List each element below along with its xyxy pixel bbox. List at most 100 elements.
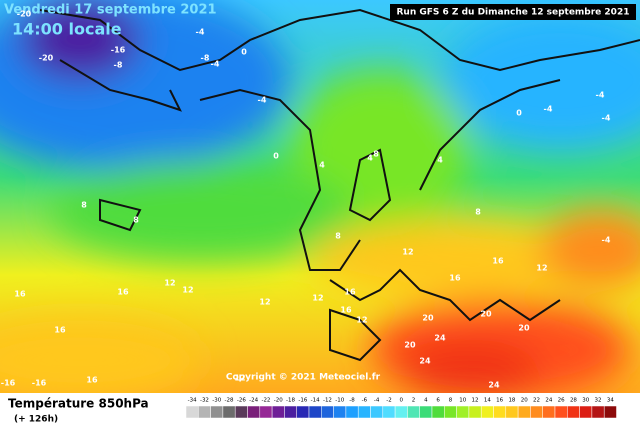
- scale-label: 16: [496, 398, 503, 404]
- contour-label: 4: [437, 156, 443, 165]
- scale-label: -10: [335, 398, 344, 404]
- contour-label: 0: [241, 48, 247, 57]
- scale-swatch: [394, 405, 408, 419]
- scale-label: 30: [582, 398, 589, 404]
- scale-label: 12: [472, 398, 479, 404]
- contour-label: -16: [32, 379, 47, 388]
- scale-label: 6: [436, 398, 440, 404]
- scale-label: -28: [225, 398, 234, 404]
- contour-label: 0: [273, 152, 279, 161]
- scale-swatch: [198, 405, 211, 419]
- contour-label: 12: [402, 248, 413, 257]
- contour-label: -16: [1, 379, 16, 388]
- contour-label: 8: [373, 150, 379, 159]
- run-info: Run GFS 6 Z du Dimanche 12 septembre 202…: [397, 8, 630, 18]
- contour-label: 24: [419, 357, 431, 366]
- contour-label: 12: [234, 374, 245, 383]
- copyright: Copyright © 2021 Meteociel.fr: [226, 373, 381, 383]
- contour-label: 12: [356, 316, 367, 325]
- scale-swatch: [493, 405, 507, 419]
- contour-label: -16: [111, 46, 126, 55]
- contour-label: 16: [117, 288, 129, 297]
- scale-swatch: [603, 405, 617, 419]
- map-field: [0, 0, 640, 400]
- scale-label: -26: [237, 398, 246, 404]
- scale-swatch: [419, 405, 433, 419]
- contour-label: 4: [367, 154, 373, 163]
- scale-swatch: [357, 405, 371, 419]
- contour-label: 12: [164, 279, 175, 288]
- contour-label: 12: [536, 264, 547, 273]
- date: Vendredi 17 septembre 2021: [4, 3, 217, 18]
- contour-label: -4: [544, 105, 553, 114]
- scale-swatch: [284, 405, 297, 419]
- scale-swatch: [530, 405, 543, 419]
- scale-label: 18: [508, 398, 515, 404]
- scale-label: -22: [261, 398, 270, 404]
- contour-label: 16: [344, 288, 356, 297]
- scale-swatch: [431, 405, 445, 419]
- scale-swatch: [234, 405, 248, 419]
- scale-label: 4: [424, 398, 428, 404]
- contour-label: 16: [340, 306, 352, 315]
- scale-label: 8: [449, 398, 453, 404]
- scale-swatch: [247, 405, 261, 419]
- scale-label: -30: [212, 398, 221, 404]
- scale-label: 22: [533, 398, 540, 404]
- scale-swatch: [382, 405, 396, 419]
- scale-label: -14: [311, 398, 320, 404]
- scale-label: 10: [459, 398, 466, 404]
- contour-label: 20: [480, 310, 492, 319]
- scale-swatch: [259, 405, 273, 419]
- scale-swatch: [210, 405, 224, 419]
- scale-label: 28: [570, 398, 577, 404]
- contour-label: -4: [602, 236, 611, 245]
- scale-swatch: [567, 405, 580, 419]
- contour-label: 16: [449, 274, 461, 283]
- footer-lead: (+ 126h): [14, 415, 58, 425]
- contour-label: 12: [182, 286, 193, 295]
- scale-label: -6: [362, 398, 368, 404]
- contour-label: 24: [488, 381, 500, 390]
- scale-swatch: [345, 405, 359, 419]
- time: 14:00 locale: [12, 20, 122, 39]
- scale-label: -32: [200, 398, 209, 404]
- contour-label: 12: [312, 294, 323, 303]
- contour-label: 20: [518, 324, 530, 333]
- scale-label: -24: [249, 398, 258, 404]
- scale-swatch: [480, 405, 494, 419]
- scale-swatch: [271, 405, 285, 419]
- scale-label: 34: [607, 398, 614, 404]
- contour-label: 8: [133, 216, 139, 225]
- contour-label: 8: [81, 201, 87, 210]
- contour-label: 20: [422, 314, 434, 323]
- scale-swatch: [222, 405, 236, 419]
- scale-swatch: [333, 405, 347, 419]
- scale-label: 0: [400, 398, 404, 404]
- scale-label: -12: [323, 398, 332, 404]
- scale-label: 20: [521, 398, 528, 404]
- scale-label: -8: [349, 398, 355, 404]
- scale-label: -2: [386, 398, 391, 404]
- scale-label: 26: [558, 398, 565, 404]
- scale-swatch: [468, 405, 482, 419]
- scale-swatch: [542, 405, 556, 419]
- scale-swatch: [505, 405, 519, 419]
- scale-swatch: [321, 405, 334, 419]
- contour-label: -20: [17, 10, 32, 19]
- scale-label: -18: [286, 398, 295, 404]
- run-box: [390, 4, 636, 20]
- scale-label: 14: [484, 398, 491, 404]
- contour-label: 8: [475, 208, 481, 217]
- contour-label: 16: [14, 290, 26, 299]
- contour-label: -4: [196, 28, 205, 37]
- contour-label: 12: [259, 298, 270, 307]
- scale-swatch: [591, 405, 605, 419]
- contour-label: 0: [516, 109, 522, 118]
- contour-label: -8: [201, 54, 210, 63]
- contour-label: -20: [39, 54, 54, 63]
- scale-label: 2: [412, 398, 416, 404]
- scale-label: -16: [298, 398, 307, 404]
- contour-label: 24: [434, 334, 446, 343]
